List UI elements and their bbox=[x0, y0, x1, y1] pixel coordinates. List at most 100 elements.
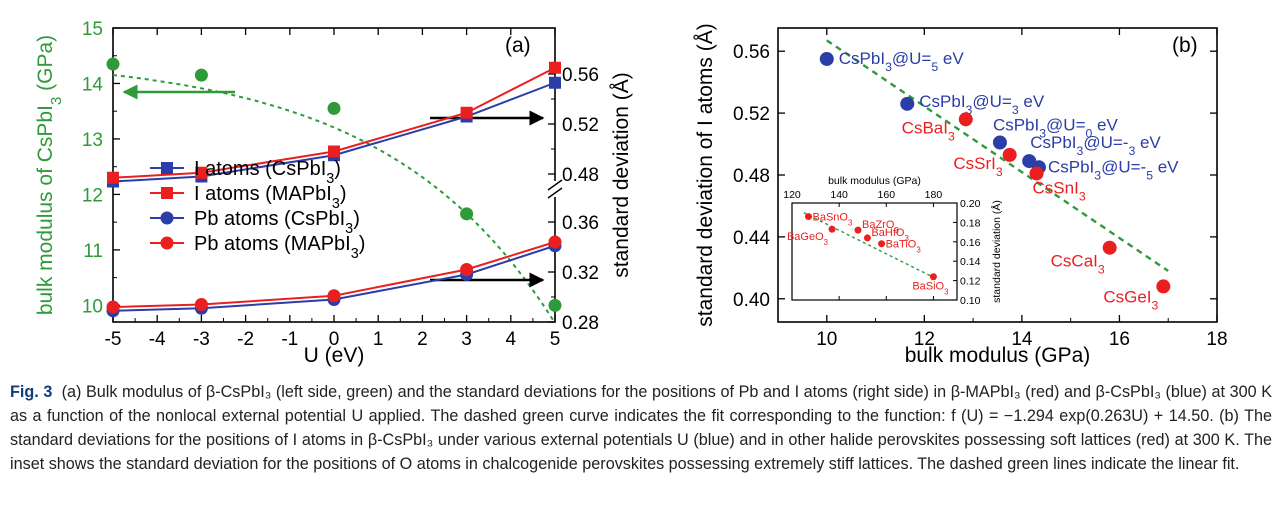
inset-data-point bbox=[863, 234, 871, 242]
x-tick-label: 16 bbox=[1109, 329, 1130, 350]
data-point-circle bbox=[327, 101, 341, 115]
text-part: 3 bbox=[848, 218, 853, 227]
inset-data-point bbox=[805, 213, 812, 221]
inset-data-point bbox=[854, 226, 862, 234]
point-label: CsPbI3@U=5 eV bbox=[839, 49, 965, 74]
axis-break-mark bbox=[547, 179, 563, 191]
text-part: CsSrI bbox=[953, 154, 996, 173]
inset-x-axis-label: bulk modulus (GPa) bbox=[828, 175, 921, 187]
text-part: CsSnI bbox=[1033, 178, 1079, 197]
point-label: CsBaI3 bbox=[902, 118, 955, 143]
text-part: 3 bbox=[1128, 144, 1135, 158]
data-point-square bbox=[549, 61, 561, 74]
panel-b: 10 12 14 16 18 0.40 0.44 0.48 0.52 0.56 bulk modul… bbox=[694, 23, 1228, 367]
data-point bbox=[1002, 147, 1017, 162]
axis-break-mark bbox=[547, 187, 563, 199]
data-point-square bbox=[460, 106, 473, 119]
inset-frame bbox=[791, 202, 958, 301]
legend-label: I atoms (MAPbI3) bbox=[194, 183, 347, 212]
data-point bbox=[1029, 166, 1044, 181]
data-point-circle bbox=[548, 235, 562, 249]
y-left-tick-label: 14 bbox=[82, 74, 104, 95]
text-part: @U=- bbox=[1101, 157, 1146, 176]
legend-marker bbox=[160, 236, 174, 250]
y-right-tick-label: 0.52 bbox=[562, 115, 599, 136]
panel-label-a: (a) bbox=[505, 34, 531, 57]
fit-line bbox=[826, 39, 1169, 272]
text-part: 3 bbox=[996, 165, 1003, 179]
text-part: ) bbox=[353, 208, 360, 230]
y-right-tick-label: 0.48 bbox=[562, 165, 599, 186]
y-left-axis-label: bulk modulus of CsPbI3 (GPa) bbox=[34, 35, 65, 315]
inset-y-tick-label: 0.20 bbox=[960, 198, 981, 210]
inset-y-tick-label: 0.14 bbox=[960, 256, 981, 268]
inset-point-label: BaSnO3 bbox=[813, 212, 853, 228]
data-point-circle bbox=[194, 68, 208, 82]
text-part: 3 bbox=[326, 171, 334, 187]
text-part: 3 bbox=[1077, 144, 1084, 158]
text-part: CsCaI bbox=[1051, 252, 1098, 271]
text-part: BaSnO bbox=[813, 212, 849, 224]
x-tick-label: 18 bbox=[1206, 329, 1227, 350]
data-point-circle bbox=[460, 207, 474, 221]
legend-label: I atoms (CsPbI3) bbox=[194, 158, 341, 187]
y-tick-label: 0.56 bbox=[733, 42, 770, 63]
text-part: 5 bbox=[931, 60, 938, 74]
point-label: CsPbI3@U=-5 eV bbox=[1048, 157, 1179, 182]
data-point bbox=[819, 51, 834, 66]
text-part: 3 bbox=[351, 246, 359, 262]
inset-data-point bbox=[828, 225, 836, 233]
y-right-axis-label: standard deviation (Å) bbox=[610, 72, 633, 277]
text-part: (GPa) bbox=[34, 35, 57, 97]
text-part: CsPbI bbox=[839, 49, 885, 68]
panel-a: -5 -4 -3 -2 -1 0 1 2 3 4 51011121314150.280.320.36… bbox=[34, 19, 633, 367]
inset-x-tick-label: 160 bbox=[878, 189, 896, 201]
text-part: 3 bbox=[1079, 189, 1086, 203]
text-part: BaTiO bbox=[886, 239, 917, 251]
data-point-square bbox=[107, 171, 119, 184]
text-part: 3 bbox=[894, 226, 899, 235]
text-part: CsPbI bbox=[1048, 157, 1094, 176]
y-left-tick-label: 12 bbox=[82, 185, 103, 206]
text-part: BaGeO bbox=[787, 231, 824, 243]
text-part: 3 bbox=[345, 221, 353, 237]
legend-marker bbox=[161, 162, 173, 174]
panel-label-b: (b) bbox=[1172, 34, 1198, 57]
y-right-tick-label: 0.32 bbox=[562, 263, 599, 284]
y-left-tick-label: 15 bbox=[82, 19, 103, 40]
inset-fit-line bbox=[803, 212, 939, 281]
inset-y-tick-label: 0.12 bbox=[960, 276, 981, 288]
legend-label: Pb atoms (MAPbI3) bbox=[194, 233, 365, 262]
x-tick-label: 0 bbox=[329, 329, 340, 350]
x-tick-label: -5 bbox=[105, 329, 122, 350]
data-point-square bbox=[549, 76, 561, 89]
text-part: CsPbI bbox=[919, 92, 965, 111]
point-label: CsSrI3 bbox=[953, 154, 1003, 179]
text-part: CsBaI bbox=[902, 118, 948, 137]
text-part: BaHfO bbox=[871, 227, 904, 239]
text-part: 0 bbox=[1086, 127, 1093, 141]
text-part: BaSiO bbox=[912, 281, 944, 293]
x-tick-label: 10 bbox=[816, 329, 837, 350]
text-part: I atoms (MAPbI bbox=[194, 183, 332, 205]
x-tick-label: 5 bbox=[550, 329, 561, 350]
data-point bbox=[992, 135, 1007, 150]
text-part: ) bbox=[334, 158, 341, 180]
y-tick-label: 0.40 bbox=[733, 290, 770, 311]
inset-data-point bbox=[878, 240, 886, 248]
x-tick-label: -2 bbox=[237, 329, 254, 350]
x-tick-label: 1 bbox=[373, 329, 384, 350]
text-part: BaZrO bbox=[862, 219, 895, 231]
y-left-tick-label: 11 bbox=[83, 241, 103, 262]
point-label: CsPbI3@U=0 eV bbox=[993, 116, 1119, 141]
text-part: 3 bbox=[904, 233, 909, 242]
inset-point-label: BaHfO3 bbox=[871, 227, 909, 243]
point-label: CsCaI3 bbox=[1051, 252, 1105, 277]
legend-marker bbox=[161, 187, 173, 199]
y-right-tick-label: 0.36 bbox=[562, 213, 599, 234]
data-point bbox=[900, 96, 915, 111]
x-axis-label: U (eV) bbox=[304, 344, 365, 367]
inset-y-tick-label: 0.16 bbox=[960, 237, 981, 249]
text-part: @U= bbox=[972, 92, 1012, 111]
inset-point-label: BaTiO3 bbox=[886, 239, 922, 255]
